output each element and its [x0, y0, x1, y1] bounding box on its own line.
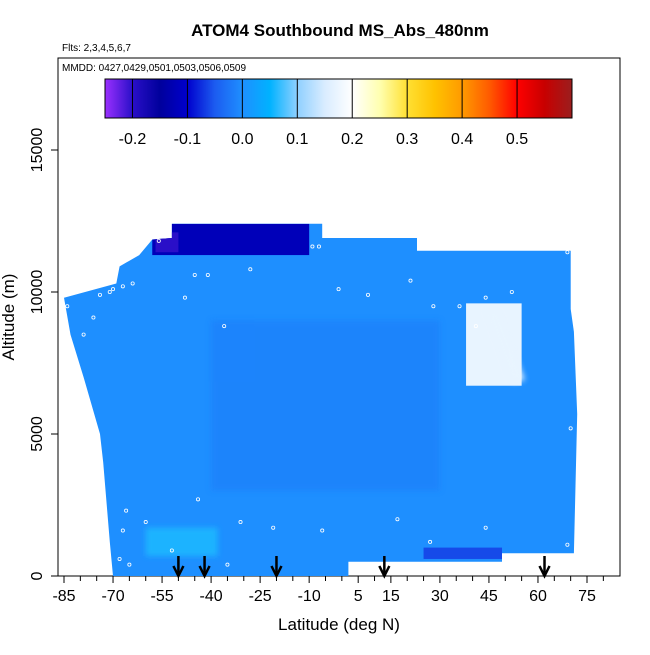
- sample-point: [310, 244, 315, 249]
- colorbar-gradient: [104, 78, 573, 119]
- sample-point: [316, 244, 321, 249]
- sample-point: [408, 278, 413, 283]
- sample-point: [565, 250, 570, 255]
- sample-point: [143, 520, 148, 525]
- dates-subtitle: MMDD: 0427,0429,0501,0503,0506,0509: [62, 63, 246, 74]
- x-tick-label: 45: [480, 588, 498, 605]
- x-axis: -85 -70 -55 -40 -25 -10 5 15 30 45 60 75: [52, 576, 604, 605]
- sample-point: [114, 267, 119, 272]
- southern-boundary-layer-plume: [145, 527, 218, 557]
- sample-point: [336, 287, 341, 292]
- sample-point: [428, 539, 433, 544]
- x-tick-label: 60: [529, 588, 547, 605]
- flight-arrow: [378, 556, 391, 579]
- sample-points: [65, 227, 573, 573]
- sample-point: [225, 562, 230, 567]
- colorbar-tick-label: 0.3: [396, 131, 418, 148]
- sample-point: [365, 292, 370, 297]
- sample-point: [483, 525, 488, 530]
- low-level-negative-strip: [423, 547, 503, 559]
- y-tick-label: 15000: [29, 128, 46, 173]
- sample-point: [320, 528, 325, 533]
- sample-point: [565, 542, 570, 547]
- colorbar: -0.2 -0.1 0.0 0.1 0.2 0.3 0.4 0.5: [104, 78, 573, 148]
- colorbar-tick-label: 0.2: [341, 131, 363, 148]
- flight-arrow-head: [378, 565, 391, 579]
- sample-point: [568, 426, 573, 431]
- sample-point: [97, 292, 102, 297]
- sample-point: [271, 525, 276, 530]
- x-tick-label: -10: [298, 588, 321, 605]
- colorbar-tick-label: -0.1: [174, 131, 202, 148]
- sample-point: [120, 528, 125, 533]
- flight-arrow: [198, 556, 211, 579]
- colorbar-tick-label: 0.5: [506, 131, 528, 148]
- sample-point: [375, 562, 380, 567]
- sample-point: [395, 517, 400, 522]
- x-tick-label: -40: [200, 588, 223, 605]
- sample-point: [365, 568, 370, 573]
- sample-point: [156, 238, 161, 243]
- sample-point: [153, 233, 158, 238]
- chart-title: ATOM4 Southbound MS_Abs_480nm: [191, 21, 489, 40]
- sample-point: [196, 497, 201, 502]
- sample-point: [169, 548, 174, 553]
- x-tick-label: -70: [101, 588, 124, 605]
- flight-arrow: [538, 556, 551, 579]
- sample-point: [127, 562, 132, 567]
- sample-point: [182, 295, 187, 300]
- sample-point: [107, 289, 112, 294]
- x-tick-label: -85: [52, 588, 75, 605]
- colorbar-tick-label: 0.0: [231, 131, 253, 148]
- x-tick-label: 30: [431, 588, 449, 605]
- sample-point: [192, 272, 197, 277]
- sample-point: [91, 315, 96, 320]
- y-tick-label: 5000: [29, 416, 46, 452]
- flights-subtitle: Flts: 2,3,4,5,6,7: [62, 43, 131, 54]
- x-axis-label: Latitude (deg N): [278, 615, 400, 634]
- x-tick-label: 5: [354, 588, 363, 605]
- sample-point: [222, 324, 227, 329]
- sample-point: [205, 272, 210, 277]
- y-tick-label: 10000: [29, 270, 46, 315]
- sample-point: [333, 227, 338, 232]
- sample-point: [120, 284, 125, 289]
- y-axis-label: Altitude (m): [0, 274, 18, 361]
- y-tick-label: 0: [29, 571, 46, 580]
- sample-point: [104, 539, 109, 544]
- colorbar-tick-label: 0.1: [286, 131, 308, 148]
- sample-point: [81, 332, 86, 337]
- flight-arrow-head: [538, 565, 551, 579]
- sample-point: [431, 304, 436, 309]
- sample-point: [65, 304, 70, 309]
- sample-point: [117, 556, 122, 561]
- x-tick-label: 75: [578, 588, 596, 605]
- northern-plume-streak: [485, 309, 525, 383]
- sample-point: [111, 287, 116, 292]
- x-tick-label: -25: [249, 588, 272, 605]
- sample-point: [238, 520, 243, 525]
- curtain-field: [64, 223, 578, 576]
- flight-arrow-head: [198, 565, 211, 579]
- sample-point: [509, 289, 514, 294]
- colorbar-tick-label: -0.2: [119, 131, 147, 148]
- x-tick-label: -55: [151, 588, 174, 605]
- mid-troposphere-slight-low: [211, 320, 440, 491]
- sample-point: [473, 324, 478, 329]
- sample-point: [130, 281, 135, 286]
- sample-point: [483, 295, 488, 300]
- sample-point: [124, 508, 129, 513]
- sample-point: [248, 267, 253, 272]
- colorbar-ticks: -0.2 -0.1 0.0 0.1 0.2 0.3 0.4 0.5: [119, 79, 528, 148]
- y-axis: 0 5000 10000 15000: [29, 128, 58, 580]
- sample-point: [457, 304, 462, 309]
- colorbar-tick-label: 0.4: [451, 131, 473, 148]
- x-tick-label: 15: [382, 588, 400, 605]
